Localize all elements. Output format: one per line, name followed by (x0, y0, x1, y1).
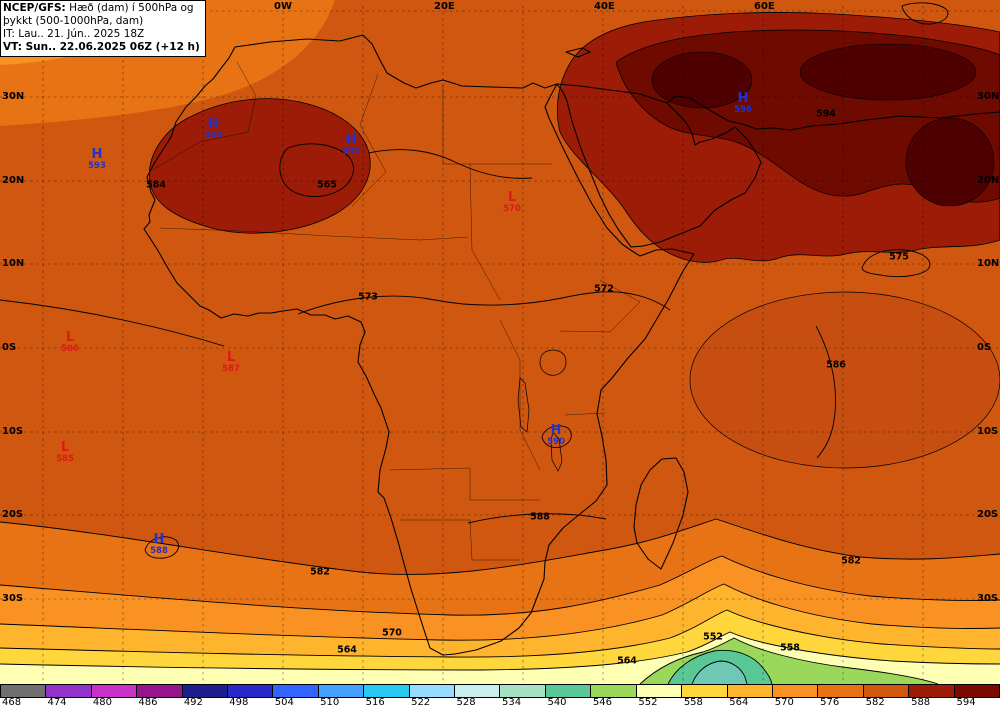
colorbar-cell (591, 685, 637, 697)
colorbar-value: 504 (274, 697, 294, 708)
colorbar-cell (500, 685, 546, 697)
colorbar-value: 534 (502, 697, 522, 708)
colorbar-cell (545, 685, 592, 697)
colorbar-value: 546 (592, 697, 612, 708)
colorbar-value: 570 (774, 697, 794, 708)
colorbar-value: 594 (956, 697, 976, 708)
colorbar-cell (636, 685, 683, 697)
colorbar-value: 522 (411, 697, 431, 708)
colorbar-cell (137, 685, 183, 697)
colorbar-value: 510 (320, 697, 340, 708)
colorbar-cell (954, 685, 999, 697)
africa-coastline (143, 34, 695, 656)
colorbar-cell (228, 685, 274, 697)
colorbar-value: 540 (547, 697, 567, 708)
title-box: NCEP/GFS: Hæð (dam) í 500hPa og þykkt (5… (0, 0, 206, 58)
init-time: IT: Lau.. 21. Jún.. 2025 18Z (3, 28, 145, 41)
colorbar-cell (91, 685, 138, 697)
lake-victoria (539, 349, 567, 376)
colorbar-cell (682, 685, 728, 697)
colorbar-cell (409, 685, 456, 697)
lakes (517, 349, 567, 472)
colorbar-cell (364, 685, 410, 697)
colorbar-labels: 468 474 480 486 492 498 504 510 516 522 528 534 540 5… (0, 697, 1000, 709)
colorbar-cell (1, 685, 47, 697)
colorbar-value: 498 (229, 697, 249, 708)
colorbar-value: 564 (729, 697, 749, 708)
colorbar-value: 582 (865, 697, 885, 708)
colorbar-cell (772, 685, 819, 697)
colorbar-cell (273, 685, 319, 697)
contour-lines (0, 2, 1000, 684)
model-name: NCEP/GFS: (3, 2, 66, 14)
colorbar-value: 552 (638, 697, 658, 708)
colorbar-value: 588 (911, 697, 931, 708)
colorbar-value: 528 (456, 697, 476, 708)
lake-tanganyika (517, 377, 530, 433)
title-line-1: NCEP/GFS: Hæð (dam) í 500hPa og (3, 2, 200, 15)
colorbar-cell (818, 685, 864, 697)
colorbar-cell (863, 685, 910, 697)
arabia-coastline (556, 83, 762, 248)
title-parameter: Hæð (dam) í 500hPa og (65, 2, 194, 14)
colorbar-value: 468 (2, 697, 22, 708)
country-borders (151, 61, 641, 561)
colorbar-cell (182, 685, 229, 697)
colorbar-cell (909, 685, 955, 697)
color-field (0, 0, 1000, 684)
colorbar-value: 486 (138, 697, 158, 708)
lake-malawi (550, 431, 563, 472)
colorbar-value: 516 (365, 697, 385, 708)
grid-lines (0, 6, 1000, 684)
valid-time: VT: Sun.. 22.06.2025 06Z (+12 h) (3, 41, 200, 54)
title-line-2: þykkt (500-1000hPa, dam) (3, 15, 144, 28)
colorbar-cell (727, 685, 773, 697)
colorbar-cell (455, 685, 501, 697)
colorbar (0, 684, 1000, 698)
colorbar-value: 474 (47, 697, 67, 708)
map-canvas (0, 0, 1000, 684)
madagascar-coastline (633, 457, 689, 570)
colorbar-value: 480 (92, 697, 112, 708)
coastlines (143, 34, 1000, 656)
cyprus-coastline (565, 47, 591, 58)
weather-map (0, 0, 1000, 684)
iran-coastline (666, 95, 1000, 131)
colorbar-cell (318, 685, 365, 697)
colorbar-value: 558 (683, 697, 703, 708)
colorbar-value: 576 (820, 697, 840, 708)
colorbar-cell (46, 685, 92, 697)
colorbar-value: 492 (183, 697, 203, 708)
